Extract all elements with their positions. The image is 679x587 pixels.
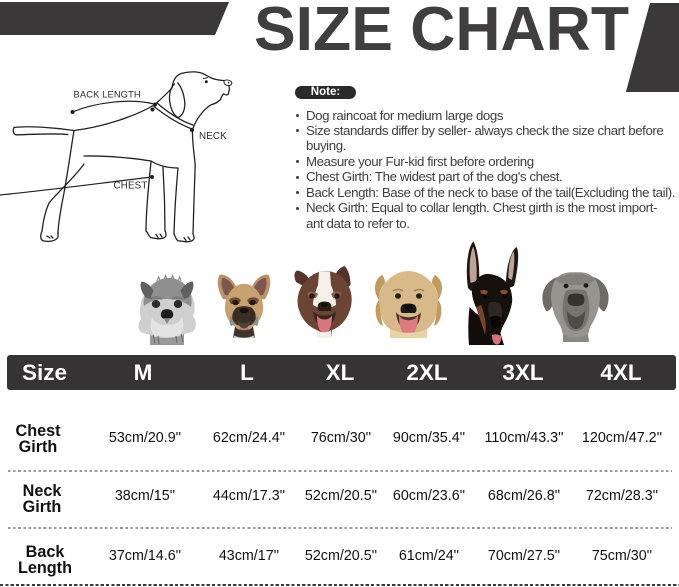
svg-text:CHEST: CHEST	[114, 180, 148, 191]
svg-text:BACK LENGTH: BACK LENGTH	[74, 90, 141, 100]
svg-text:NECK: NECK	[199, 131, 227, 142]
